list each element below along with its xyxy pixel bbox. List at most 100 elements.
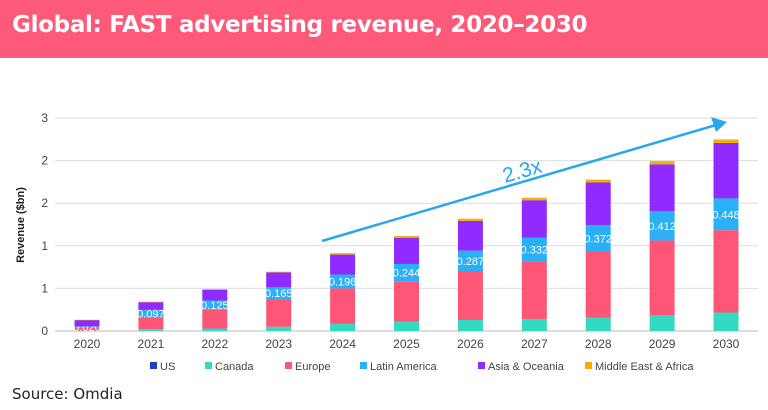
bar-segment	[394, 237, 419, 264]
trend-arrow-line	[321, 123, 717, 243]
bar-segment	[521, 237, 547, 262]
data-label: 0.125	[201, 300, 229, 312]
data-label: 0.448	[712, 209, 740, 221]
bar-segment	[202, 309, 228, 329]
bar-segment	[585, 251, 611, 318]
bar-segment	[649, 240, 675, 316]
bar-segment	[330, 274, 356, 289]
x-tick-label: 2022	[201, 337, 228, 351]
legend-label: Asia & Oceania	[488, 361, 565, 373]
bar-segment	[266, 272, 292, 288]
data-label: 0.165	[265, 288, 293, 300]
bar-segment	[457, 220, 483, 251]
legend-swatch	[478, 362, 485, 369]
bar-segment	[330, 288, 356, 324]
bar-segment	[585, 317, 611, 331]
y-tick-label: 2	[41, 154, 48, 168]
bar-segment	[649, 164, 675, 212]
bar-segment	[457, 218, 483, 221]
bar-segment	[457, 250, 483, 272]
x-tick-label: 2021	[138, 337, 165, 351]
bar-segment	[394, 235, 419, 238]
bar-segment	[394, 321, 419, 331]
x-tick-label: 2023	[265, 337, 292, 351]
bar-segment	[202, 328, 228, 331]
bar-segment	[394, 263, 419, 282]
legend-swatch	[285, 362, 292, 369]
source-note: Source: Omdia	[12, 385, 123, 403]
bar-segment	[585, 179, 611, 183]
bar-segment	[713, 198, 739, 231]
x-tick-label: 2024	[329, 337, 356, 351]
data-label: 0.244	[393, 268, 421, 280]
bar-segment	[74, 330, 100, 332]
x-tick-label: 2028	[585, 337, 612, 351]
legend-label: Latin America	[370, 361, 438, 373]
bar-segment	[74, 327, 100, 331]
bar-segment	[330, 254, 356, 275]
bar-segment	[266, 299, 292, 327]
y-tick-label: 1	[41, 281, 48, 295]
y-tick-label: 1	[41, 239, 48, 253]
bar-segment	[202, 289, 228, 290]
data-label: 0.372	[584, 233, 612, 245]
bar-segment	[457, 271, 483, 320]
x-tick-label: 2026	[457, 337, 484, 351]
bar-segment	[457, 319, 483, 331]
y-tick-label: 3	[41, 111, 48, 125]
bar-segment	[713, 312, 739, 331]
bar-segment	[202, 289, 228, 301]
bar-segment	[202, 300, 228, 310]
bar-segment	[649, 211, 675, 241]
legend-label: Europe	[295, 361, 330, 373]
legend-swatch	[585, 362, 592, 369]
chart-title: Global: FAST advertising revenue, 2020–2…	[12, 12, 588, 38]
bar-segment	[521, 197, 547, 201]
bar-segment	[266, 287, 292, 300]
legend-swatch	[150, 362, 157, 369]
bar-segment	[649, 161, 675, 165]
y-axis-label: Revenue ($bn)	[15, 187, 27, 263]
legend-label: Middle East & Africa	[595, 361, 694, 373]
data-label: 0.412	[648, 221, 676, 233]
trend-arrow-head	[711, 117, 727, 132]
bar-segment	[521, 261, 547, 319]
legend-label: Canada	[215, 361, 254, 373]
title-banner: Global: FAST advertising revenue, 2020–2…	[0, 0, 768, 58]
data-label: 0.196	[329, 276, 357, 288]
bar-segment	[330, 323, 356, 331]
bar-segment	[138, 302, 164, 310]
bar-segment	[74, 319, 100, 327]
bar-segment	[138, 301, 164, 303]
growth-annotation: 2.3x	[500, 155, 545, 188]
bar-segment	[713, 230, 739, 313]
x-tick-label: 2027	[521, 337, 548, 351]
bar-segment	[585, 182, 611, 226]
bar-segment	[266, 271, 292, 273]
bar-segment	[74, 319, 100, 321]
legend-label: US	[160, 361, 175, 373]
bar-segment	[394, 281, 419, 322]
data-label: 0.097	[137, 308, 165, 320]
bar-segment	[713, 142, 739, 199]
bar-segment	[138, 329, 164, 331]
bar-segment	[521, 200, 547, 238]
bar-segment	[330, 253, 356, 255]
bar-segment	[713, 139, 739, 143]
bar-segment	[266, 326, 292, 331]
x-tick-label: 2029	[649, 337, 676, 351]
bar-segment	[74, 326, 100, 328]
bar-segment	[585, 225, 611, 252]
bar-segment	[138, 309, 164, 317]
bar-segment	[138, 316, 164, 330]
x-tick-label: 2030	[713, 337, 740, 351]
x-tick-label: 2020	[74, 337, 101, 351]
y-tick-label: 0	[41, 324, 48, 338]
legend-swatch	[360, 362, 367, 369]
bar-segment	[649, 315, 675, 331]
x-tick-label: 2025	[393, 337, 420, 351]
data-label: 0.287	[457, 256, 485, 268]
legend-swatch	[205, 362, 212, 369]
bar-segment	[521, 318, 547, 331]
